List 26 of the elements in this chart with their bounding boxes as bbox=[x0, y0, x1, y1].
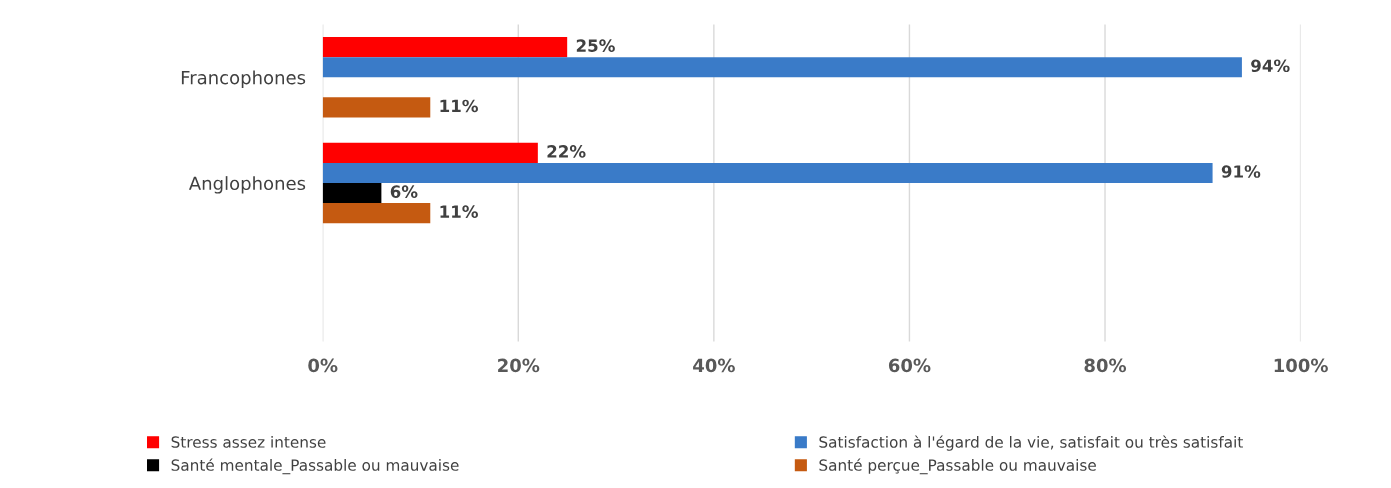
data-label: 22% bbox=[547, 145, 586, 158]
data-label: 11% bbox=[440, 205, 478, 218]
legend-label: Satisfaction à l'égard de la vie, satisfait ou très satisfait bbox=[819, 435, 1243, 451]
x-tick-label: 60% bbox=[888, 358, 931, 373]
bar bbox=[322, 57, 1242, 78]
data-label: 11% bbox=[440, 99, 478, 113]
legend-label: Stress assez intense bbox=[171, 436, 326, 448]
x-tick-label: 0% bbox=[308, 358, 338, 373]
x-tick-label: 100% bbox=[1274, 358, 1328, 373]
x-tick-label: 20% bbox=[498, 358, 540, 373]
data-label: 91% bbox=[1221, 165, 1261, 178]
legend-label: Santé perçue_Passable ou mauvaise bbox=[819, 458, 1096, 475]
bar bbox=[322, 162, 1213, 183]
bar bbox=[322, 142, 538, 163]
bar bbox=[322, 37, 568, 58]
data-label: 25% bbox=[576, 39, 615, 52]
legend-label: Santé mentale_Passable ou mauvaise bbox=[171, 458, 459, 475]
y-tick-label: Anglophones bbox=[188, 176, 306, 194]
x-tick-label: 80% bbox=[1084, 358, 1127, 373]
data-label: 6% bbox=[390, 185, 418, 198]
bar bbox=[322, 97, 431, 118]
bar bbox=[322, 203, 431, 224]
bar bbox=[322, 183, 382, 204]
x-tick-label: 40% bbox=[693, 358, 735, 373]
y-tick-label: Francophones bbox=[181, 70, 306, 88]
data-label: 94% bbox=[1251, 59, 1290, 73]
